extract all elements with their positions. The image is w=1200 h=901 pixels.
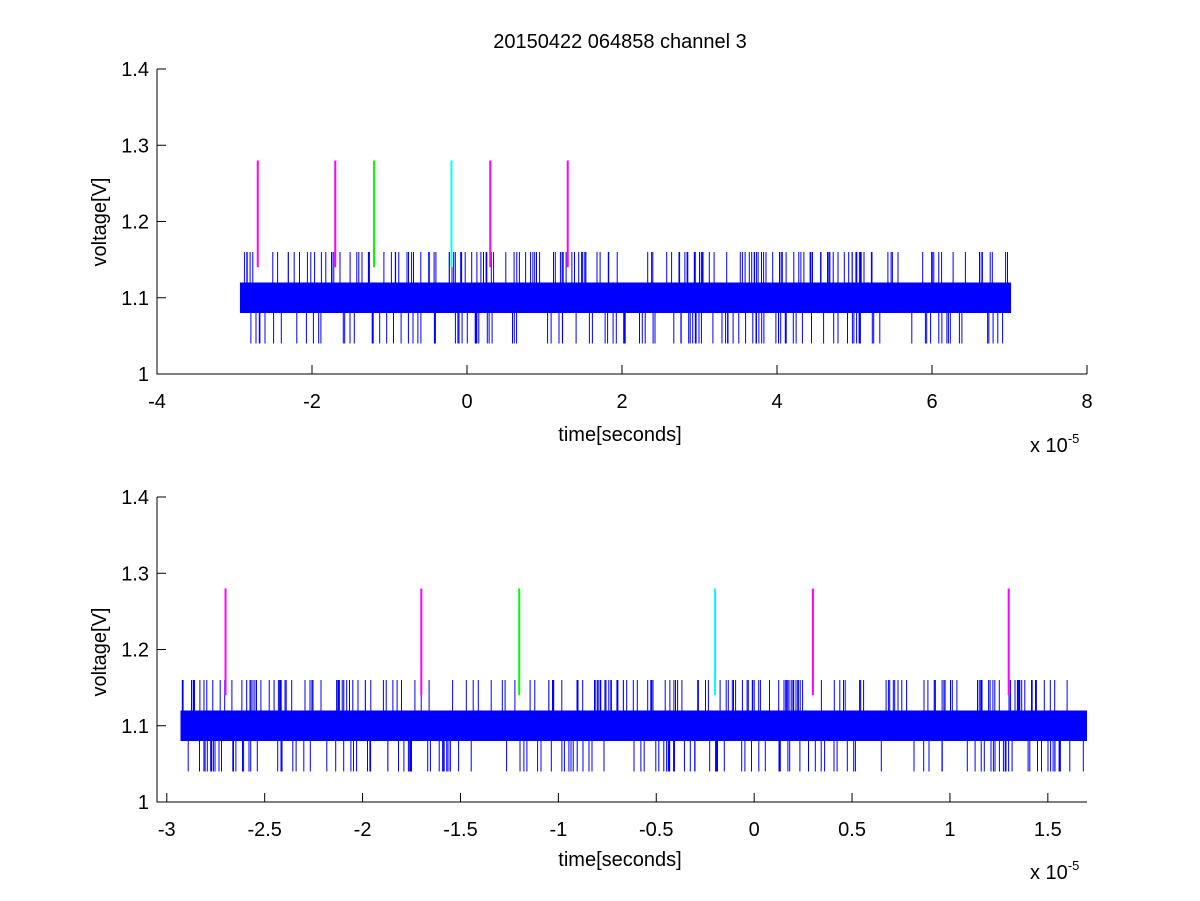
top-ytick-label: 1.3: [121, 135, 149, 157]
bottom-x-multiplier-exp: -5: [1068, 858, 1080, 873]
top-xtick-label: -2: [303, 391, 321, 413]
top-ytick-label: 1.1: [121, 288, 149, 310]
bottom-ylabel: voltage[V]: [89, 608, 111, 697]
bottom-ytick-label: 1.1: [121, 716, 149, 738]
bottom-xtick-label: -3: [158, 819, 176, 841]
bottom-signal-series: [180, 680, 1087, 772]
top-xtick-label: -4: [148, 391, 166, 413]
bottom-xtick-label: -1: [549, 819, 567, 841]
bottom-signal-spikes: [181, 680, 1084, 772]
top-xtick-label: 2: [616, 391, 627, 413]
bottom-ytick-label: 1: [138, 792, 149, 814]
bottom-signal-band: [180, 710, 1087, 741]
top-xlabel: time[seconds]: [558, 424, 681, 446]
top-x-multiplier-base: x 10: [1030, 435, 1068, 457]
bottom-xtick-label: 0: [749, 819, 760, 841]
top-ytick-label: 1.4: [121, 59, 149, 81]
top-signal-spikes: [243, 252, 1008, 344]
top-xtick-label: 0: [461, 391, 472, 413]
bottom-xtick-label: -0.5: [639, 819, 673, 841]
top-x-multiplier: x 10-5: [1030, 431, 1079, 457]
top-axes: time[seconds] voltage[V] x 10-5 1 1.1 1.2 1…: [89, 59, 1093, 457]
top-ylabel: voltage[V]: [89, 178, 111, 267]
bottom-ytick-label: 1.4: [121, 487, 149, 509]
bottom-ytick-label: 1.2: [121, 640, 149, 662]
bottom-xtick-label: -1.5: [443, 819, 477, 841]
bottom-x-multiplier-base: x 10: [1030, 862, 1068, 884]
top-x-multiplier-exp: -5: [1068, 431, 1080, 446]
bottom-ytick-label: 1.3: [121, 563, 149, 585]
bottom-xtick-label: -2: [354, 819, 372, 841]
bottom-xtick-label: 1: [944, 819, 955, 841]
bottom-xtick-label: 0.5: [838, 819, 866, 841]
bottom-axes: time[seconds] voltage[V] x 10-5 1 1.1 1.2 1…: [89, 487, 1087, 884]
top-signal-series: [239, 252, 1012, 344]
chart-title: 20150422 064858 channel 3: [493, 31, 747, 53]
top-signal-band: [239, 282, 1012, 313]
top-xtick-label: 8: [1081, 391, 1092, 413]
top-ytick-label: 1.2: [121, 212, 149, 234]
top-xtick-label: 6: [926, 391, 937, 413]
bottom-xtick-label: 1.5: [1034, 819, 1062, 841]
bottom-xtick-label: -2.5: [247, 819, 281, 841]
bottom-xlabel: time[seconds]: [558, 849, 681, 871]
top-ytick-label: 1: [138, 364, 149, 386]
top-xtick-label: 4: [771, 391, 782, 413]
bottom-x-multiplier: x 10-5: [1030, 858, 1079, 884]
